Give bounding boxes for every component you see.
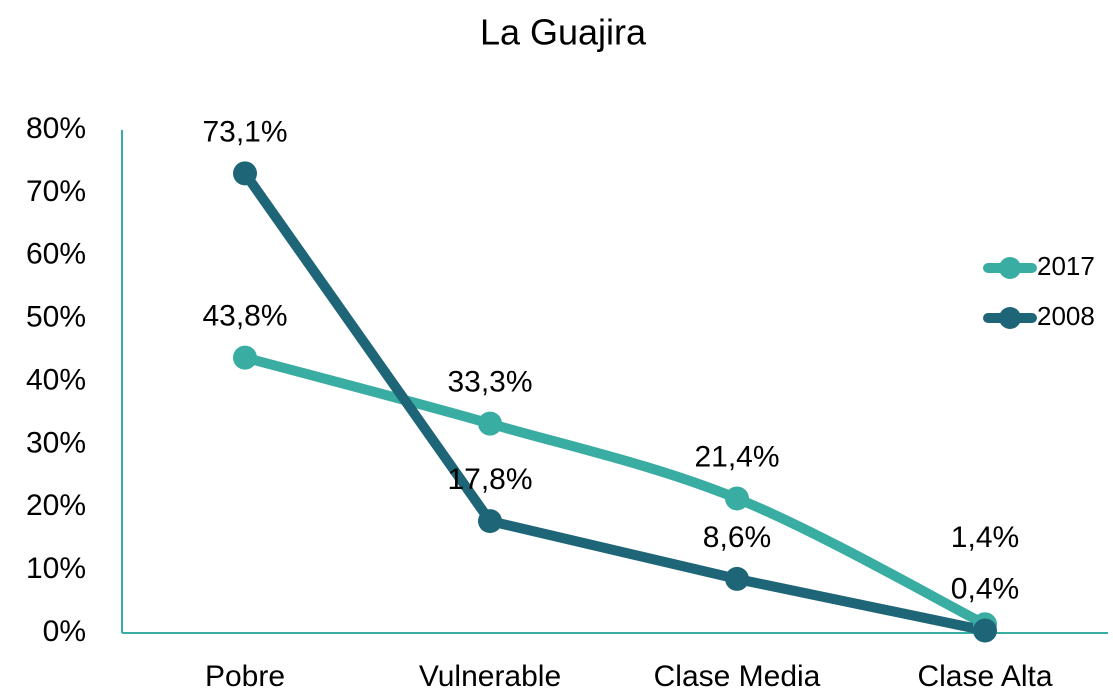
series-line [240,170,987,636]
y-tick-label: 80% [26,112,86,145]
series-line [243,352,988,629]
data-label: 8,6% [703,521,771,554]
x-tick-label: Clase Alta [917,660,1052,693]
point [973,618,997,643]
data-label: 21,4% [694,440,779,473]
point [478,509,502,534]
y-tick-label: 20% [26,489,86,522]
x-tick-label: Pobre [205,660,285,693]
data-label: 0,4% [951,572,1019,605]
y-tick-label: 60% [26,238,86,271]
x-tick-label: Clase Media [654,660,821,693]
data-label: 43,8% [202,300,287,333]
y-tick-label: 30% [26,426,86,459]
data-label: 33,3% [447,366,532,399]
chart-title: La Guajira [480,12,647,53]
point [233,161,257,186]
point [233,345,257,370]
data-label: 17,8% [447,463,532,496]
point [725,486,749,511]
data-label: 1,4% [951,521,1019,554]
point [478,411,502,436]
y-tick-label: 50% [26,301,86,334]
legend-marker [999,257,1021,279]
legend-label: 2017 [1037,251,1095,281]
y-tick-label: 0% [43,615,86,648]
legend-marker [999,307,1021,329]
y-tick-label: 70% [26,175,86,208]
data-label: 73,1% [202,115,287,148]
y-tick-label: 40% [26,363,86,396]
legend-label: 2008 [1037,301,1095,331]
x-tick-label: Vulnerable [419,660,561,693]
point [725,566,749,591]
y-tick-label: 10% [26,552,86,585]
